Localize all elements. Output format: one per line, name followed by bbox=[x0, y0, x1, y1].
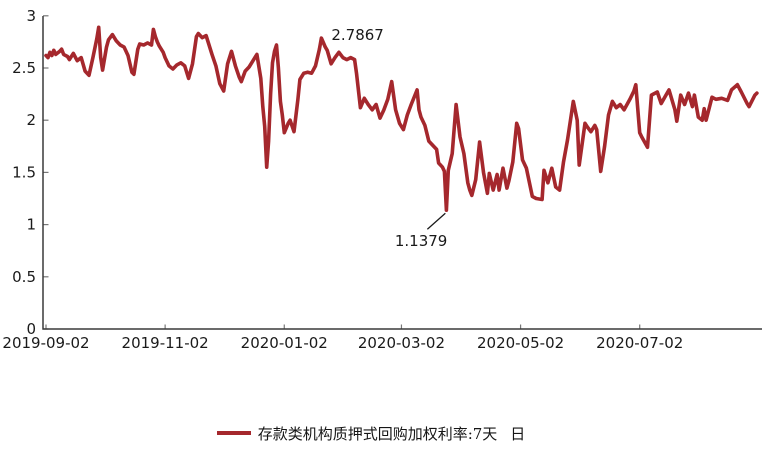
y-tick-label: 3 bbox=[26, 7, 36, 25]
series-line bbox=[44, 25, 759, 212]
axes-lines bbox=[42, 16, 762, 330]
x-tick-label: 2020-05-02 bbox=[477, 334, 564, 352]
legend: 存款类机构质押式回购加权利率:7天 日 bbox=[0, 423, 772, 443]
min-annotation-leader-line bbox=[426, 212, 446, 230]
y-tick-label: 0.5 bbox=[12, 268, 36, 286]
plot-area: 0 0.5 1 1.5 2 2.5 3 2019-09-02 2019-11-02 2020-01… bbox=[2, 7, 762, 352]
min-annotation-label: 1.1379 bbox=[395, 232, 448, 250]
x-tick-label: 2020-03-02 bbox=[358, 334, 445, 352]
x-tick-label: 2019-11-02 bbox=[122, 334, 209, 352]
y-tick-label: 2 bbox=[26, 111, 36, 129]
y-tick-label: 2.5 bbox=[12, 59, 36, 77]
y-tick-label: 1.5 bbox=[12, 163, 36, 181]
y-tick-label: 0 bbox=[26, 320, 36, 338]
y-tick-label: 1 bbox=[26, 216, 36, 234]
x-tick-label: 2020-01-02 bbox=[241, 334, 328, 352]
legend-series-label: 存款类机构质押式回购加权利率:7天 bbox=[257, 424, 498, 443]
x-tick-label: 2019-09-02 bbox=[2, 334, 89, 352]
legend-frequency-label: 日 bbox=[510, 424, 526, 443]
legend-line-swatch bbox=[216, 431, 251, 435]
max-annotation-label: 2.7867 bbox=[331, 26, 384, 44]
x-tick-label: 2020-07-02 bbox=[596, 334, 683, 352]
